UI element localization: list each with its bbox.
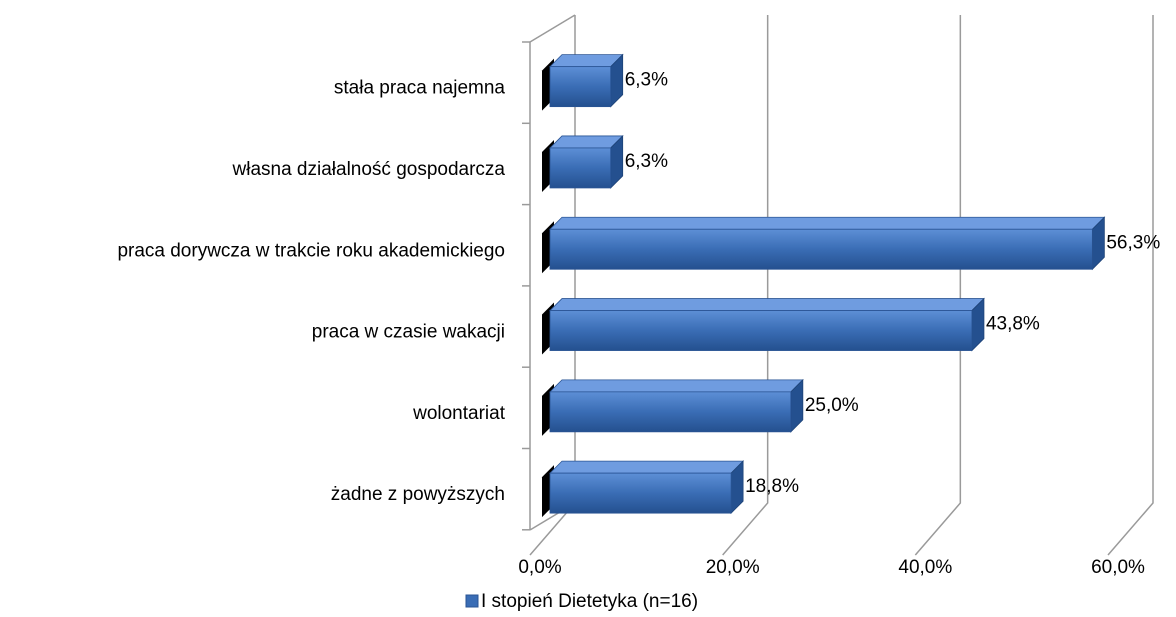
grid-line — [1107, 15, 1154, 556]
x-tick-label: 0,0% — [518, 557, 561, 578]
bar — [549, 147, 612, 189]
x-tick-label: 20,0% — [706, 557, 760, 578]
bar-top — [549, 298, 985, 311]
y-tick-label: wolontariat — [412, 403, 506, 424]
x-tick-label: 40,0% — [898, 557, 952, 578]
bar-top — [549, 54, 624, 68]
bar-top — [549, 135, 624, 149]
y-tick-label: stała praca najemna — [334, 78, 506, 99]
data-label: 6,3% — [625, 70, 668, 91]
y-tick-label: własna działalność gospodarcza — [232, 159, 506, 180]
grid-line — [914, 15, 962, 556]
y-tick-label: żadne z powyższych — [331, 484, 505, 505]
bar-top — [549, 379, 804, 393]
bar — [549, 310, 973, 351]
bar — [549, 66, 612, 108]
data-label: 6,3% — [625, 151, 668, 172]
bar — [549, 228, 1093, 270]
grid-line — [722, 15, 769, 556]
y-tick-label: praca dorywcza w trakcie roku akademicki… — [117, 240, 505, 261]
legend-label: I stopień Dietetyka (n=16) — [481, 591, 698, 612]
data-label: 18,8% — [745, 476, 799, 497]
bar — [549, 391, 792, 433]
bar-top — [549, 216, 1106, 230]
y-tick-label: praca w czasie wakacji — [312, 322, 505, 343]
x-tick-label: 60,0% — [1091, 557, 1145, 578]
data-label: 56,3% — [1106, 232, 1160, 253]
data-label: 25,0% — [805, 395, 859, 416]
data-label: 43,8% — [986, 314, 1040, 335]
legend-swatch — [465, 594, 479, 608]
bar — [549, 472, 732, 514]
bar-top — [549, 460, 745, 474]
